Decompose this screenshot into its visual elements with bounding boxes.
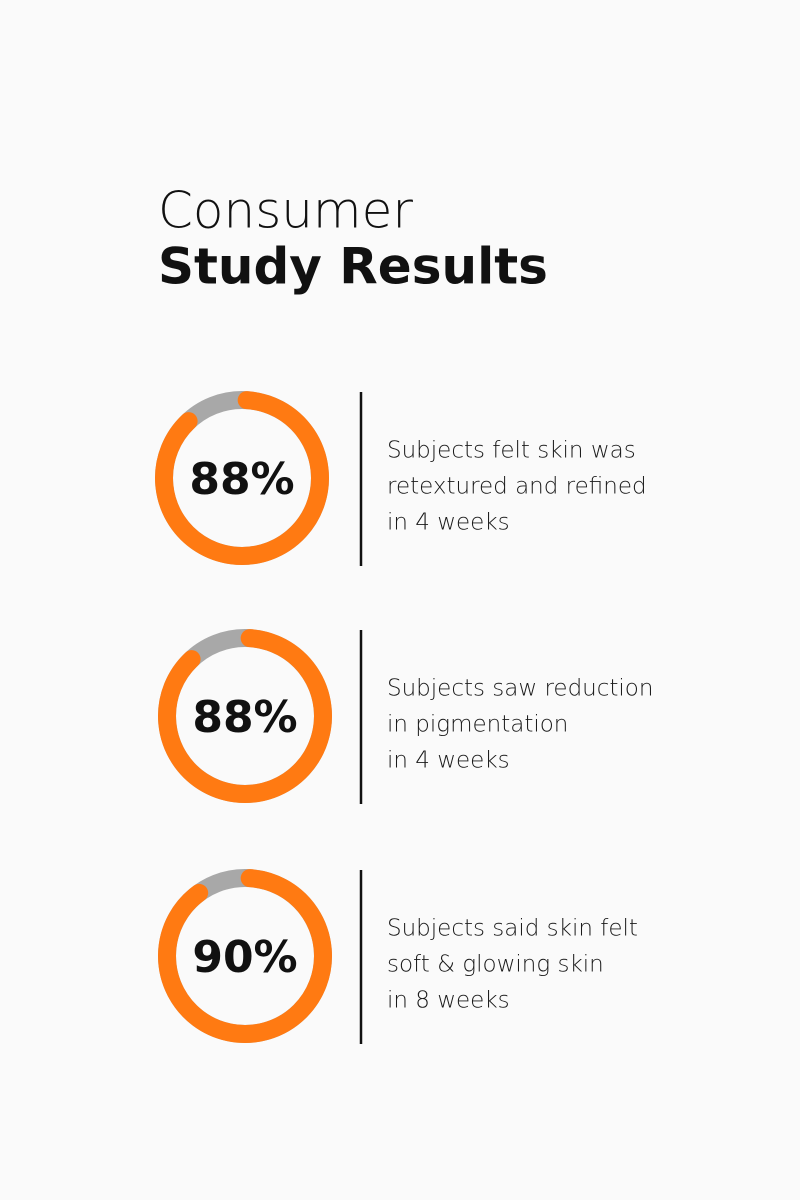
title-line: Study Results (158, 238, 548, 296)
description-line: soft & glowing skin (387, 952, 604, 978)
percent-label: 88% (192, 692, 297, 743)
ring-arc (155, 391, 329, 565)
percent-label: 88% (189, 454, 294, 505)
description-line: in 4 weeks (387, 510, 510, 536)
description-line: retextured and refined (387, 474, 647, 500)
description-line: in 8 weeks (387, 988, 510, 1014)
description-line: Subjects saw reduction (387, 676, 653, 702)
description-line: in 4 weeks (387, 748, 510, 774)
ring-arc (158, 869, 332, 1043)
description-line: in pigmentation (387, 712, 568, 738)
description-line: Subjects said skin felt (387, 916, 638, 942)
ring-arc (158, 629, 332, 803)
percent-label: 90% (192, 932, 297, 983)
description-line: Subjects felt skin was (387, 438, 636, 464)
title-line: Consumer (158, 182, 413, 240)
